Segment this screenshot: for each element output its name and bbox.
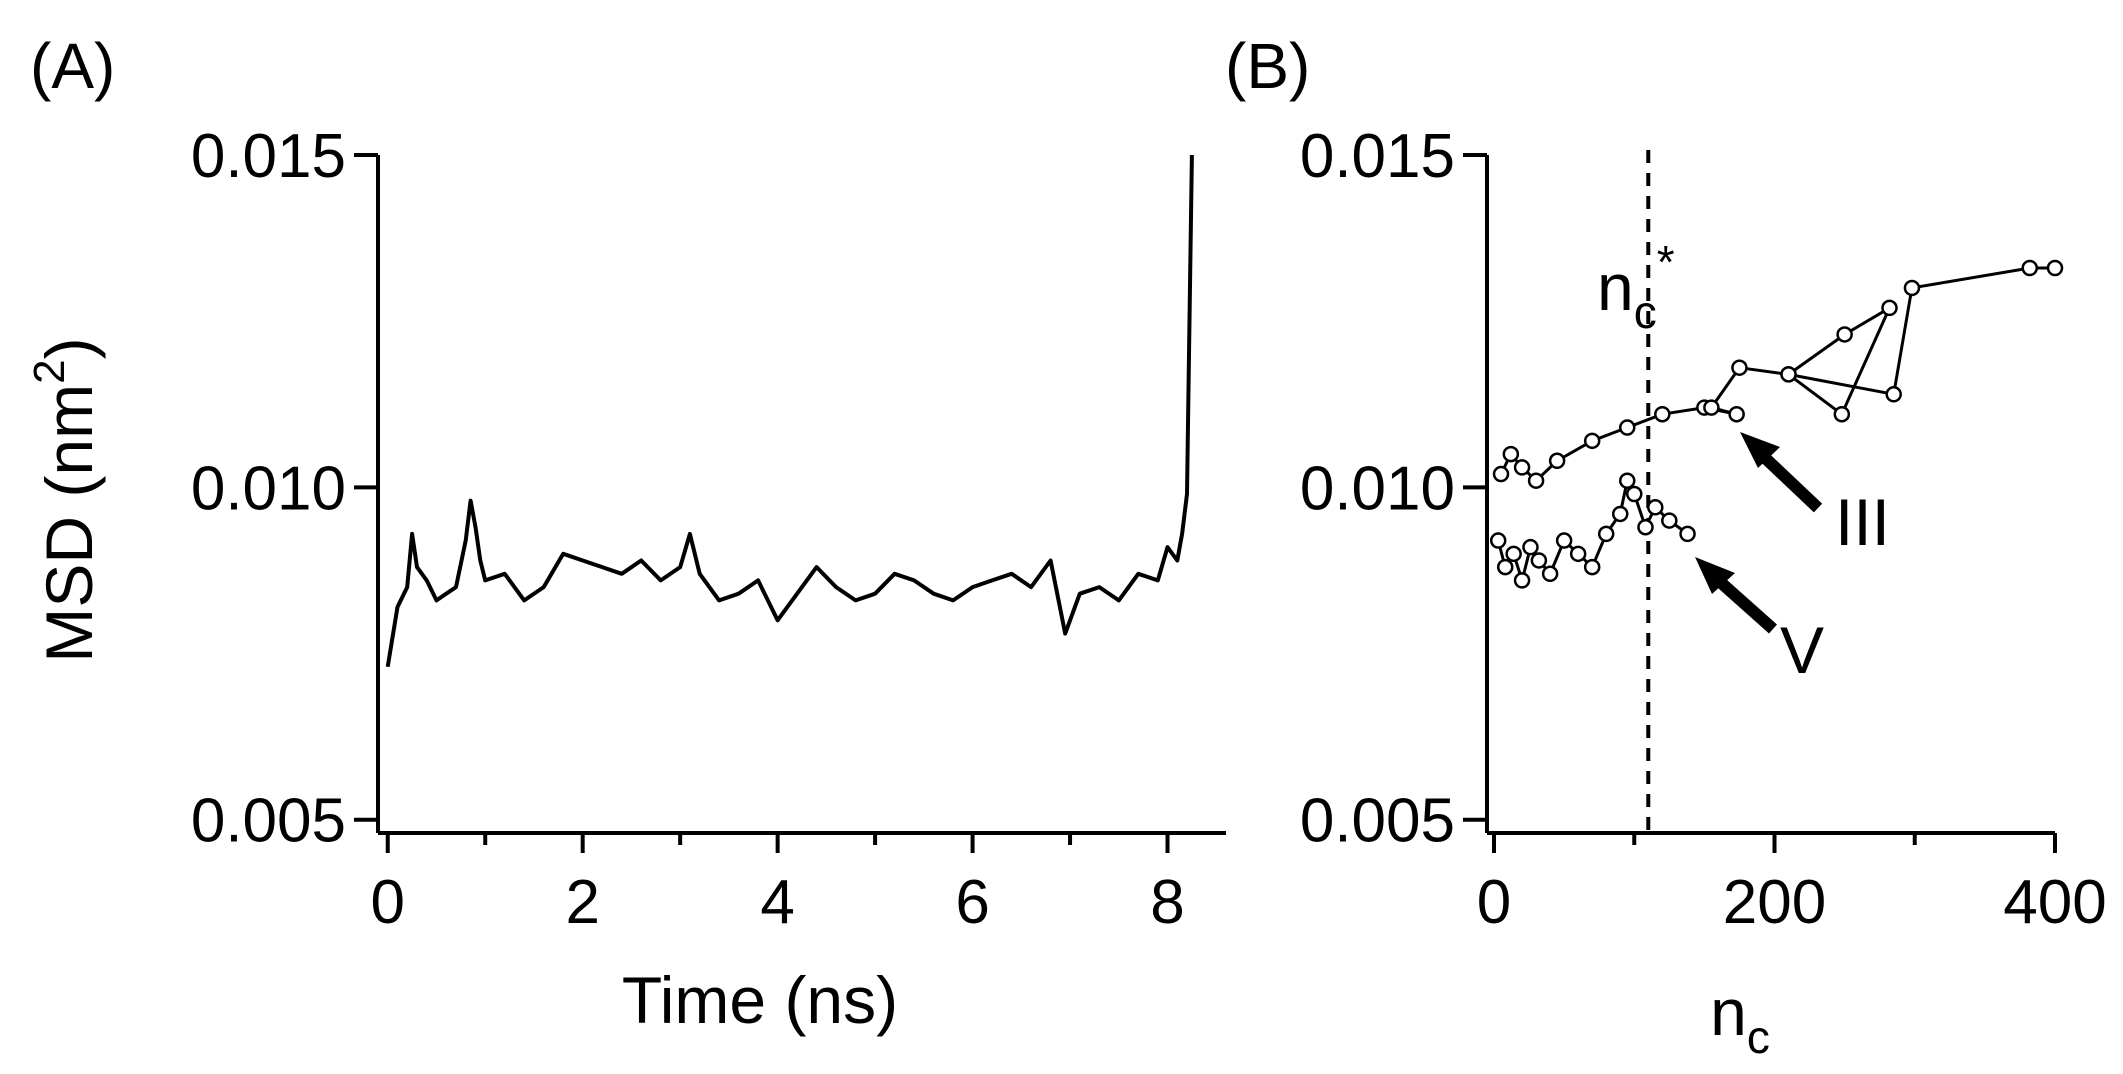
trajectory-point — [1618, 419, 1636, 436]
threshold-label: nc* — [1597, 236, 1675, 338]
arrow-v-shaft — [1714, 575, 1777, 634]
trajectory-point — [1836, 326, 1853, 343]
panel-a-axes: 0.005 0.010 0.015 0 2 4 6 8 — [191, 122, 1226, 937]
trajectory-point — [1496, 558, 1514, 576]
trajectory-point — [1679, 525, 1696, 543]
trajectory-point — [1489, 532, 1507, 549]
panel-a-plot-area — [385, 154, 1194, 668]
panel-a-y-axis-title-sup: 2 — [25, 359, 74, 383]
panel-b-axes: 0.005 0.010 0.015 0 200 400 — [1300, 122, 2107, 937]
panel-a-x-tick-label: 0 — [371, 868, 405, 937]
threshold-label-sup: * — [1657, 236, 1675, 288]
panel-b-y-tick-label: 0.010 — [1300, 454, 1455, 523]
trajectory-point — [1618, 472, 1636, 489]
panel-b-x-axis-title-base: n — [1710, 975, 1747, 1049]
panel-a-x-axis-title: Time (ns) — [622, 963, 898, 1037]
trajectory-point — [1780, 366, 1797, 383]
trajectory-point — [1728, 405, 1745, 423]
panel-b-plot-area — [1489, 150, 2064, 833]
arrow-v: V — [1695, 557, 1824, 687]
panel-b-x-tick-label: 0 — [1477, 868, 1511, 937]
panel-b-y-tick-label: 0.005 — [1300, 787, 1455, 856]
trajectory-point — [1530, 552, 1548, 569]
trajectory-point — [1597, 525, 1615, 543]
panel-a-x-tick-label: 8 — [1150, 868, 1184, 937]
trajectory-point — [1548, 452, 1566, 470]
trajectory-point — [1527, 472, 1545, 489]
panel-a-x-tick-label: 4 — [760, 868, 794, 937]
panel-a: (A) 0.005 0.010 0.015 0 2 4 6 8 Time (ns) MSD (… — [25, 30, 1226, 1037]
panel-b-label: (B) — [1225, 30, 1310, 102]
panel-b-x-tick-label: 200 — [1723, 868, 1826, 937]
trajectory-point — [1626, 485, 1643, 503]
panel-b-x-tick-label: 400 — [2003, 868, 2106, 937]
trajectory-point — [1522, 538, 1539, 556]
trajectory-point — [1833, 405, 1851, 423]
trajectory-point — [2021, 259, 2039, 277]
trajectory-point — [1647, 499, 1664, 516]
trajectory-point — [1492, 465, 1510, 483]
trajectory-point — [1637, 518, 1654, 536]
arrow-iii-shaft — [1757, 450, 1823, 513]
panel-a-y-axis-title-main: MSD (nm — [32, 384, 106, 663]
trajectory-point — [1502, 445, 1520, 463]
trajectory-point — [1611, 505, 1629, 523]
panel-a-y-tick-label: 0.005 — [191, 787, 346, 856]
trajectory-point — [1731, 359, 1748, 376]
panel-a-x-tick-label: 6 — [955, 868, 989, 937]
panel-a-y-tick-label: 0.010 — [191, 454, 346, 523]
trajectory-point — [1541, 565, 1559, 583]
trajectory-point — [1654, 405, 1671, 423]
trajectory-point — [1661, 512, 1678, 529]
trajectory-point — [1885, 386, 1902, 403]
arrow-v-label: V — [1780, 613, 1824, 687]
panel-a-label: (A) — [30, 30, 115, 102]
trajectory-point — [1583, 558, 1601, 576]
threshold-label-sub: c — [1634, 286, 1657, 338]
threshold-label-base: n — [1597, 250, 1634, 324]
msd-time-series-line — [385, 154, 1194, 668]
trajectory-point — [1513, 572, 1531, 589]
trajectory-point — [2046, 259, 2064, 277]
trajectory-point — [1583, 432, 1601, 450]
trajectory-point — [1903, 279, 1921, 297]
arrow-iii: III — [1740, 432, 1890, 559]
trajectory-point — [1881, 299, 1898, 317]
panel-b-x-axis-title: nc — [1710, 975, 1770, 1063]
panel-a-y-tick-label: 0.015 — [191, 122, 346, 191]
panel-a-y-axis-title: MSD (nm2) — [25, 337, 106, 662]
arrow-iii-head — [1740, 432, 1780, 468]
trajectory-point — [1703, 399, 1720, 416]
trajectory-point — [1513, 459, 1531, 476]
trajectory-point — [1505, 545, 1522, 563]
trajectory-point — [1555, 532, 1573, 549]
panel-a-y-axis-title-close: ) — [32, 337, 106, 359]
trajectory-point — [1569, 545, 1587, 563]
arrow-iii-label: III — [1835, 485, 1890, 559]
panel-a-x-tick-label: 2 — [565, 868, 599, 937]
arrow-v-head — [1695, 557, 1735, 594]
panel-b-x-axis-title-sub: c — [1747, 1011, 1770, 1063]
panel-b-y-tick-label: 0.015 — [1300, 122, 1455, 191]
